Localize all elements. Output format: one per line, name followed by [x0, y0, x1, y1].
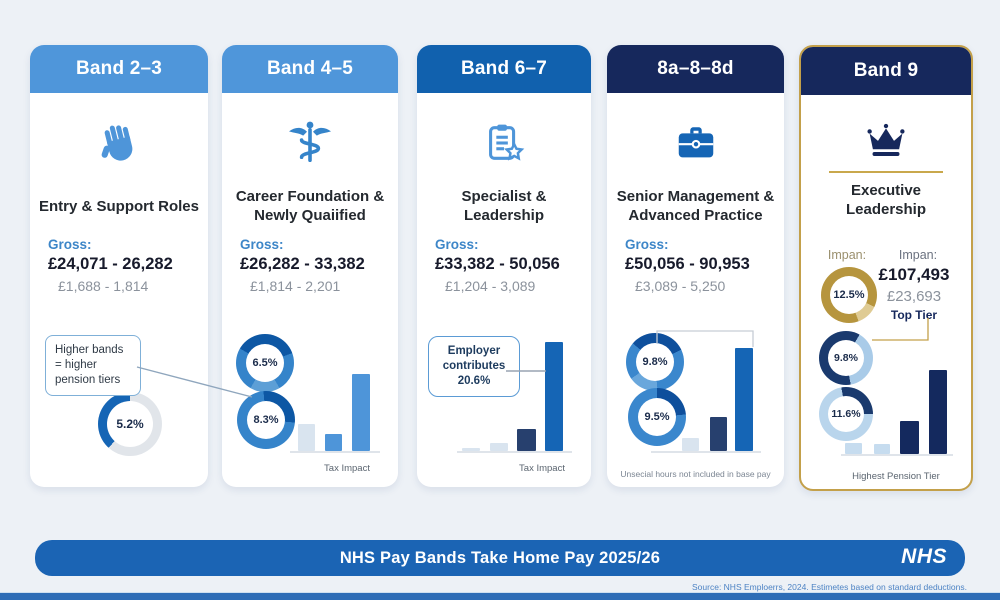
pension-tiers-callout: Higher bands = higher pension tiers — [45, 335, 141, 396]
donut-value: 8.3% — [247, 401, 285, 439]
gross-label: Gross: — [240, 237, 284, 252]
band-9-header: Band 9 — [801, 47, 971, 95]
band-2-3-header: Band 2–3 — [30, 45, 208, 93]
band-8a-8d-header: 8a–8–8d — [607, 45, 784, 93]
gross-value: £107,493 — [878, 265, 950, 284]
band-8a-8d-pay-block: Gross: £50,056 - 90,953 £3,089 - 5,250 — [625, 237, 778, 294]
gross-range: £50,056 - 90,953 — [625, 255, 750, 273]
tax-bar-1 — [298, 424, 315, 451]
nhs-logo: NHS — [901, 545, 947, 568]
pay-bar-1 — [682, 438, 699, 451]
monthly-value: £23,693 — [886, 288, 942, 305]
gross-range: £33,382 - 50,056 — [435, 255, 560, 273]
title-banner: NHS Pay Bands Take Home Pay 2025/26 NHS — [35, 540, 965, 576]
gold-divider — [829, 171, 943, 173]
band-2-3-card: Band 2–3 Entry & Support Roles Gross: £2… — [30, 45, 208, 487]
pension-bar-2 — [874, 444, 890, 454]
pension-bar-3 — [900, 421, 919, 454]
band-4-5-pay-block: Gross: £26,282 - 33,382 £1,814 - 2,201 — [240, 237, 392, 294]
chart-caption: Tax Impact — [324, 463, 370, 474]
pension-bar-1 — [845, 443, 862, 454]
gross-label: Gross: — [625, 237, 669, 252]
deduction-donut-1: 9.8% — [819, 331, 873, 385]
bottom-accent-strip — [0, 592, 1000, 600]
pay-bar-2 — [710, 417, 727, 451]
tax-bar-3 — [352, 374, 370, 451]
source-note: Source: NHS Emploerrs, 2024. Estimetes b… — [692, 582, 967, 592]
band-6-7-role: Specialist & Leadership — [461, 188, 547, 224]
band-6-7-header: Band 6–7 — [417, 45, 591, 93]
band-6-7-pay-block: Gross: £33,382 - 50,056 £1,204 - 3,089 — [435, 237, 585, 294]
tax-bar-2 — [325, 434, 342, 451]
deduction-donut-2: 8.3% — [237, 391, 295, 449]
page-title: NHS Pay Bands Take Home Pay 2025/26 — [339, 548, 661, 567]
deduction-donut-2: 9.5% — [628, 388, 686, 446]
caduceus-icon — [222, 117, 398, 169]
top-tier-label: Top Tier — [890, 308, 938, 322]
pension-rate-donut: 5.2% — [98, 392, 162, 456]
donut-value: 11.6% — [828, 396, 864, 432]
gross-range: £26,282 - 33,382 — [240, 255, 365, 273]
bar-axis — [457, 451, 572, 453]
briefcase-icon — [607, 117, 784, 169]
band-9-card: Band 9 Executive Leadership Impan: Impan… — [799, 45, 973, 491]
tax-bar-3 — [517, 429, 536, 451]
band-4-5-card: Band 4–5 Career Foundation & Newly Quaii… — [222, 45, 398, 487]
monthly-range: £1,204 - 3,089 — [445, 278, 536, 294]
donut-value: 6.5% — [246, 344, 284, 382]
monthly-range: £1,688 - 1,814 — [58, 278, 149, 294]
impact-label-left: Impan: — [827, 248, 867, 262]
pay-bar-3 — [735, 348, 753, 451]
chart-caption: Unsecial hours not included in base pay — [620, 469, 771, 479]
pension-bar-4 — [929, 370, 947, 454]
crown-icon — [801, 117, 971, 163]
bar-axis — [841, 454, 953, 456]
donut-value: 5.2% — [107, 401, 153, 447]
gross-label: Gross: — [435, 237, 479, 252]
gross-range: £24,071 - 26,282 — [48, 255, 173, 273]
bar-axis — [290, 451, 380, 453]
tax-bar-1 — [462, 448, 480, 451]
band-9-role: Executive Leadership — [845, 182, 927, 218]
chart-caption: Highest Pension Tier — [852, 471, 940, 482]
band-2-3-role: Entry & Support Roles — [38, 197, 199, 215]
band-9-pay-block: £107,493 £23,693 Top Tier — [863, 265, 965, 322]
band-6-7-card: Band 6–7 Specialist & Leadership Gross: … — [417, 45, 591, 487]
clipboard-star-icon — [417, 117, 591, 169]
monthly-range: £1,814 - 2,201 — [250, 278, 341, 294]
gross-label: Gross: — [48, 237, 92, 252]
donut-value: 9.8% — [636, 343, 674, 381]
band-8a-8d-card: 8a–8–8d Senior Management & Advanced Pra… — [607, 45, 784, 487]
chart-caption: Tax Impact — [519, 463, 565, 474]
band-2-3-pay-block: Gross: £24,071 - 26,282 £1,688 - 1,814 — [48, 237, 202, 294]
impact-label-right: Impan: — [898, 248, 938, 262]
monthly-range: £3,089 - 5,250 — [635, 278, 726, 294]
deduction-donut-1: 9.8% — [626, 333, 684, 391]
tax-bar-2 — [490, 443, 508, 451]
band-4-5-header: Band 4–5 — [222, 45, 398, 93]
hand-icon — [30, 117, 208, 169]
donut-value: 9.8% — [828, 340, 864, 376]
band-8a-8d-role: Senior Management & Advanced Practice — [616, 188, 775, 224]
donut-value: 9.5% — [638, 398, 676, 436]
deduction-donut-2: 11.6% — [819, 387, 873, 441]
bar-axis — [651, 451, 761, 453]
donut-value: 12.5% — [830, 276, 868, 314]
band-4-5-role: Career Foundation & Newly Quaiified — [235, 188, 385, 224]
top-tier-donut: 12.5% — [821, 267, 877, 323]
tax-bar-4 — [545, 342, 563, 451]
deduction-donut-1: 6.5% — [236, 334, 294, 392]
employer-contribution-callout: Employer contributes 20.6% — [428, 336, 520, 397]
